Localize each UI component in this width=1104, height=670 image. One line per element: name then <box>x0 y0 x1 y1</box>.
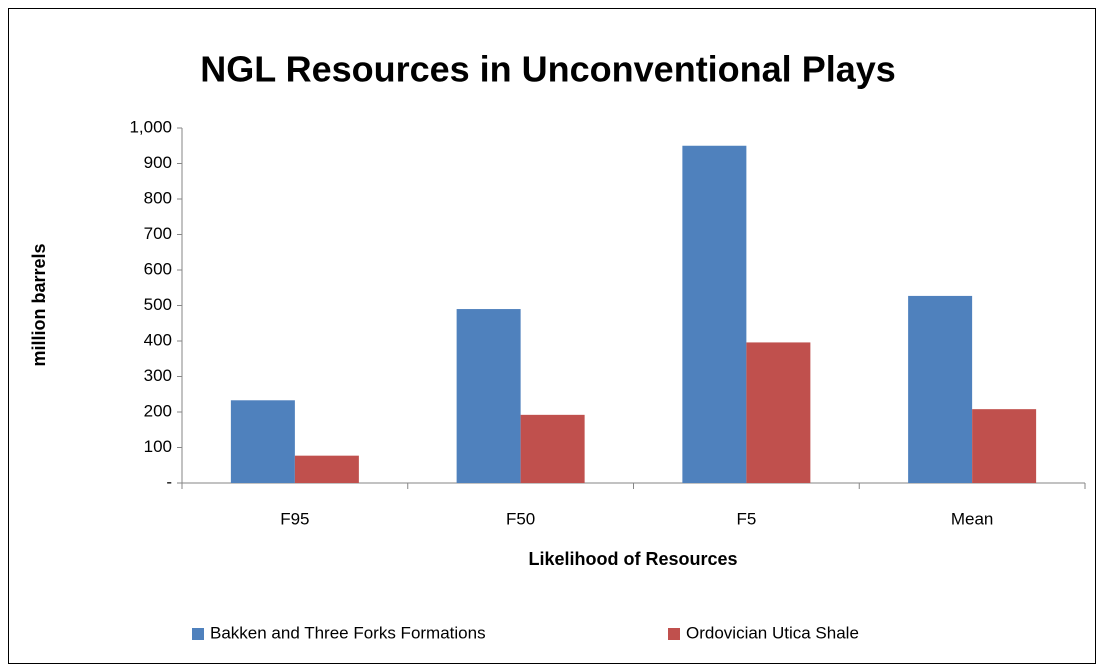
bar <box>230 400 295 483</box>
y-tick-label: 1,000 <box>129 117 172 136</box>
x-tick-label: F5 <box>736 509 756 528</box>
bar <box>972 409 1037 483</box>
y-tick-label: 500 <box>144 295 172 314</box>
x-tick-label: Mean <box>951 509 994 528</box>
y-tick-label: 400 <box>144 330 172 349</box>
bar <box>682 145 747 483</box>
y-tick-label: 300 <box>144 366 172 385</box>
bar <box>746 342 811 483</box>
x-tick-label: F95 <box>280 509 309 528</box>
chart-title: NGL Resources in Unconventional Plays <box>200 49 896 90</box>
y-tick-label: 600 <box>144 259 172 278</box>
y-tick-label: 800 <box>144 188 172 207</box>
y-tick-label: - <box>166 472 172 491</box>
legend-swatch <box>192 628 204 640</box>
bar <box>520 414 585 483</box>
bar <box>456 309 521 483</box>
y-tick-label: 900 <box>144 153 172 172</box>
y-tick-label: 700 <box>144 224 172 243</box>
y-tick-label: 200 <box>144 401 172 420</box>
y-axis-title: million barrels <box>29 243 49 366</box>
bar <box>294 455 359 483</box>
y-tick-label: 100 <box>144 437 172 456</box>
legend-label: Bakken and Three Forks Formations <box>210 623 486 642</box>
bar <box>908 295 973 483</box>
legend-label: Ordovician Utica Shale <box>686 623 859 642</box>
legend-swatch <box>668 628 680 640</box>
x-tick-label: F50 <box>506 509 535 528</box>
x-axis-title: Likelihood of Resources <box>528 549 737 569</box>
